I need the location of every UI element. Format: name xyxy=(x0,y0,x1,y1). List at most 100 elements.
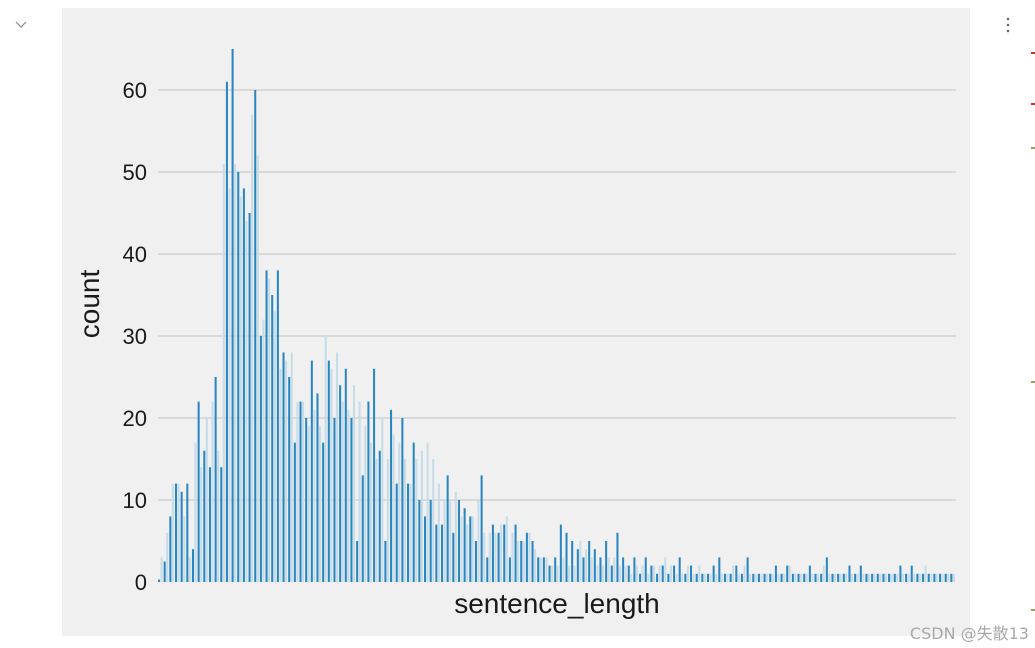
bar-dark xyxy=(548,565,551,582)
bar-dark xyxy=(582,557,585,582)
bar-light xyxy=(432,459,435,582)
bar-light xyxy=(166,532,169,582)
bar-dark xyxy=(242,188,245,582)
bar-light xyxy=(641,565,644,582)
bar-dark xyxy=(690,565,693,582)
bar-dark xyxy=(746,557,749,582)
bar-light xyxy=(488,532,491,582)
bar-light xyxy=(239,196,242,582)
bar-dark xyxy=(186,483,189,582)
bar-light xyxy=(403,459,406,582)
bar-light xyxy=(296,401,299,582)
bar-dark xyxy=(435,524,438,582)
bar-dark xyxy=(508,557,511,582)
y-tick-label: 20 xyxy=(123,406,147,431)
bar-light xyxy=(681,573,684,582)
bar-light xyxy=(177,483,180,582)
bar-dark xyxy=(299,401,302,582)
bar-dark xyxy=(706,573,710,582)
bar-dark xyxy=(265,270,268,582)
bar-light xyxy=(409,483,412,582)
y-tick-label: 50 xyxy=(123,160,147,185)
bar-dark xyxy=(197,401,200,582)
bar-dark xyxy=(848,565,851,582)
bar-dark xyxy=(254,90,257,582)
bar-dark xyxy=(440,524,444,582)
bar-dark xyxy=(356,541,359,582)
bar-dark xyxy=(650,565,653,582)
bar-light xyxy=(601,565,605,582)
bar-light xyxy=(392,434,395,582)
bar-light xyxy=(743,565,746,582)
bar-dark xyxy=(950,573,953,582)
bar-light xyxy=(539,557,542,582)
bar-dark xyxy=(452,532,455,582)
bar-light xyxy=(426,442,429,582)
bar-light xyxy=(335,352,339,582)
bar-dark xyxy=(627,565,630,582)
bar-light xyxy=(918,573,921,582)
bar-dark xyxy=(373,368,376,582)
bar-light xyxy=(381,418,384,582)
bar-light xyxy=(205,418,208,582)
bar-dark xyxy=(525,532,528,582)
bar-dark xyxy=(876,573,879,582)
more-options-button[interactable] xyxy=(998,12,1018,38)
bar-light xyxy=(268,278,271,582)
bar-dark xyxy=(474,541,477,582)
bar-dark xyxy=(174,483,178,582)
bar-dark xyxy=(723,573,726,582)
bar-dark xyxy=(831,573,834,582)
bar-dark xyxy=(463,508,466,582)
bar-light xyxy=(319,426,322,582)
bar-dark xyxy=(701,573,704,582)
bar-dark xyxy=(225,81,228,583)
bar-dark xyxy=(339,385,342,582)
bar-dark xyxy=(531,541,534,582)
histogram-figure: 0 10 20 30 40 50 60 count sentence_length xyxy=(62,8,970,636)
bar-dark xyxy=(752,573,755,582)
bar-dark xyxy=(367,401,370,582)
bar-dark xyxy=(712,565,715,582)
bar-light xyxy=(454,491,457,582)
bar-light xyxy=(262,319,265,582)
bar-dark xyxy=(180,491,183,582)
bar-dark xyxy=(786,565,789,582)
bar-dark xyxy=(837,573,840,582)
bar-light xyxy=(901,573,904,582)
bar-light xyxy=(788,565,791,582)
bar-light xyxy=(562,557,565,582)
bar-dark xyxy=(158,579,161,582)
bar-dark xyxy=(327,360,330,582)
bar-dark xyxy=(220,467,223,582)
bar-dark xyxy=(610,565,613,582)
bar-light xyxy=(890,573,893,582)
bar-light xyxy=(528,532,531,582)
edge-mark xyxy=(1031,381,1035,383)
bar-light xyxy=(505,516,508,582)
bar-light xyxy=(817,573,820,582)
bar-dark xyxy=(208,467,211,582)
bar-light xyxy=(245,221,248,582)
bar-light xyxy=(896,573,899,582)
bar-light xyxy=(228,188,231,582)
bar-dark xyxy=(424,516,427,582)
bar-light xyxy=(279,368,282,582)
bar-light xyxy=(313,409,316,582)
bar-light xyxy=(692,573,695,582)
bar-dark xyxy=(616,532,619,582)
bar-light xyxy=(573,565,576,582)
bar-light xyxy=(879,573,882,582)
bar-dark xyxy=(276,270,279,582)
bar-light xyxy=(647,573,650,582)
bar-light xyxy=(285,360,288,582)
bar-light xyxy=(234,163,237,583)
bar-dark xyxy=(214,377,217,582)
collapse-output-button[interactable] xyxy=(10,14,32,36)
bar-dark xyxy=(293,442,296,582)
bar-light xyxy=(664,557,667,582)
y-tick-labels: 0 10 20 30 40 50 60 xyxy=(123,78,147,595)
bar-light xyxy=(211,401,214,582)
bar-light xyxy=(324,336,327,582)
bar-light xyxy=(834,573,837,582)
